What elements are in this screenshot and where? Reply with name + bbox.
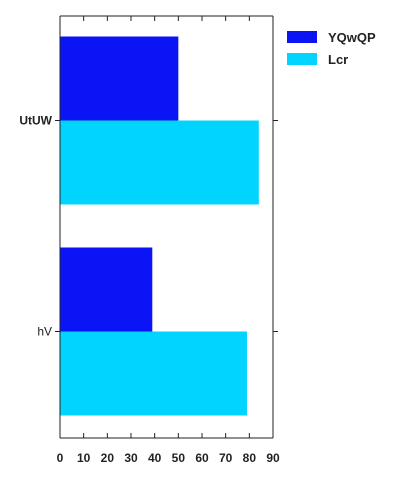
x-tick-label-30: 30 xyxy=(124,451,138,465)
legend-label-YQwQP: YQwQP xyxy=(328,30,376,45)
legend-swatch-Lcr xyxy=(287,53,317,65)
y-tick-label-hV: hV xyxy=(37,325,52,339)
x-tick-label-90: 90 xyxy=(266,451,280,465)
x-tick-label-20: 20 xyxy=(101,451,115,465)
y-tick-label-UtUW: UtUW xyxy=(19,114,52,128)
legend-label-Lcr: Lcr xyxy=(328,52,348,67)
bar-Lcr-hV xyxy=(60,331,247,416)
x-tick-label-50: 50 xyxy=(172,451,186,465)
legend-swatch-YQwQP xyxy=(287,31,317,43)
x-tick-label-60: 60 xyxy=(195,451,209,465)
bar-YQwQP-hV xyxy=(60,247,153,332)
x-tick-label-0: 0 xyxy=(57,451,64,465)
legend: YQwQP Lcr xyxy=(287,30,376,67)
axes-layer xyxy=(59,15,274,439)
x-tick-label-10: 10 xyxy=(77,451,91,465)
bar-Lcr-UtUW xyxy=(60,120,259,205)
bar-YQwQP-UtUW xyxy=(60,36,179,121)
x-tick-label-80: 80 xyxy=(243,451,257,465)
bars-layer xyxy=(60,36,259,416)
x-tick-label-70: 70 xyxy=(219,451,233,465)
ticks-layer: UtUW hV 0 10 20 30 40 50 60 70 80 90 xyxy=(19,16,280,465)
x-tick-label-40: 40 xyxy=(148,451,162,465)
